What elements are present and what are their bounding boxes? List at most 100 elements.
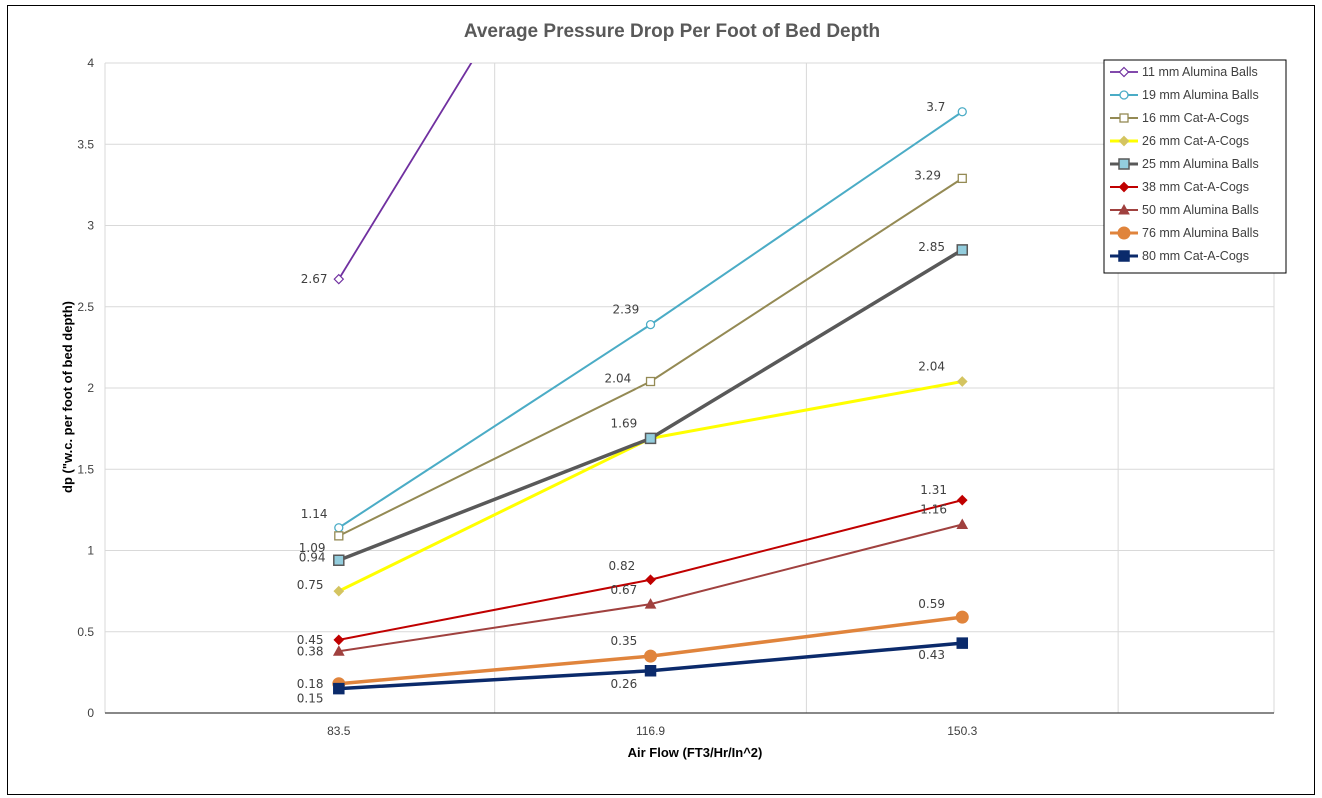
data-point xyxy=(644,649,658,663)
legend-label: 80 mm Cat-A-Cogs xyxy=(1142,249,1249,263)
y-axis-title: dp ("w.c. per foot of bed depth) xyxy=(60,301,75,493)
data-labels: 2.67 1.14 2.39 3.7 1.09 2.04 3.29 0.75 2.04 0.94 1… xyxy=(297,100,947,706)
legend-item: 26 mm Cat-A-Cogs xyxy=(1110,134,1249,148)
data-point xyxy=(955,610,969,624)
data-label: 0.18 xyxy=(297,677,324,691)
legend-swatch-marker xyxy=(1119,90,1129,100)
series-group xyxy=(334,107,967,533)
gridlines xyxy=(104,62,1275,714)
data-label: 2.04 xyxy=(605,372,632,386)
y-tick-label: 1 xyxy=(87,544,94,558)
legend-item: 80 mm Cat-A-Cogs xyxy=(1110,249,1249,263)
tick-labels: 0 0.5 1 1.5 2 2.5 3 3.5 4 83.5 116.9 150.3 xyxy=(77,56,977,738)
data-point xyxy=(333,634,345,646)
series-group xyxy=(332,518,969,656)
data-label: 1.14 xyxy=(301,507,328,521)
data-label: 3.7 xyxy=(926,100,945,114)
x-tick-label: 83.5 xyxy=(327,724,351,738)
legend-item: 38 mm Cat-A-Cogs xyxy=(1110,180,1249,194)
legend-swatch-marker xyxy=(1118,135,1130,147)
legend-item: 25 mm Alumina Balls xyxy=(1110,157,1259,171)
x-tick-label: 150.3 xyxy=(947,724,977,738)
data-label: 0.75 xyxy=(297,578,324,592)
legend: 11 mm Alumina Balls 19 mm Alumina Balls 16… xyxy=(1103,59,1287,274)
data-point xyxy=(957,107,967,117)
x-tick-label: 116.9 xyxy=(636,724,665,738)
data-label: 0.59 xyxy=(918,597,945,611)
legend-item: 50 mm Alumina Balls xyxy=(1110,203,1259,217)
legend-label: 11 mm Alumina Balls xyxy=(1142,65,1258,79)
y-tick-label: 2 xyxy=(87,381,94,395)
data-label: 1.69 xyxy=(611,416,638,430)
legend-label: 26 mm Cat-A-Cogs xyxy=(1142,134,1249,148)
data-label: 1.31 xyxy=(920,483,947,497)
legend-swatch-marker xyxy=(1117,226,1131,240)
series-group xyxy=(333,637,969,695)
y-tick-label: 3 xyxy=(87,219,94,233)
legend-swatch-marker xyxy=(1118,158,1130,170)
x-axis-title: Air Flow (FT3/Hr/In^2) xyxy=(628,745,763,760)
data-point xyxy=(644,665,657,677)
line-chart: Average Pressure Drop Per Foot of Bed De… xyxy=(60,21,1287,760)
data-point xyxy=(645,319,656,330)
data-point xyxy=(644,432,657,445)
data-point xyxy=(956,376,968,387)
data-label: 2.85 xyxy=(918,240,945,254)
legend-swatch-marker xyxy=(1119,113,1129,123)
series-group xyxy=(333,494,968,646)
series-line xyxy=(338,110,963,529)
legend-label: 50 mm Alumina Balls xyxy=(1142,203,1259,217)
legend-label: 38 mm Cat-A-Cogs xyxy=(1142,180,1249,194)
data-label: 2.04 xyxy=(918,360,945,374)
y-tick-label: 3.5 xyxy=(77,137,94,151)
legend-swatch-marker xyxy=(1118,181,1130,193)
data-label: 0.38 xyxy=(297,644,324,658)
data-label: 0.67 xyxy=(611,583,638,597)
data-point xyxy=(334,531,344,541)
legend-label: 25 mm Alumina Balls xyxy=(1142,157,1259,171)
legend-item: 76 mm Alumina Balls xyxy=(1110,226,1259,240)
legend-item: 11 mm Alumina Balls xyxy=(1110,65,1258,79)
data-point xyxy=(956,518,969,529)
series-group xyxy=(333,244,969,566)
series-line xyxy=(338,63,473,280)
series-line xyxy=(338,499,963,641)
data-point xyxy=(644,598,657,609)
legend-swatch-marker xyxy=(1118,250,1130,262)
legend-item: 19 mm Alumina Balls xyxy=(1110,88,1259,102)
data-label: 1.09 xyxy=(299,541,326,555)
data-point xyxy=(333,682,345,695)
chart-frame: Average Pressure Drop Per Foot of Bed De… xyxy=(7,5,1315,795)
legend-swatch-marker xyxy=(1118,66,1130,78)
data-point xyxy=(333,273,345,285)
y-tick-label: 2.5 xyxy=(77,300,94,314)
data-label: 1.16 xyxy=(920,503,947,517)
legend-label: 19 mm Alumina Balls xyxy=(1142,88,1259,102)
data-point xyxy=(645,574,656,586)
data-label: 0.45 xyxy=(297,633,324,647)
legend-label: 16 mm Cat-A-Cogs xyxy=(1142,111,1249,125)
chart-title: Average Pressure Drop Per Foot of Bed De… xyxy=(464,21,880,42)
data-label: 2.39 xyxy=(613,303,640,317)
data-point xyxy=(332,645,345,656)
data-point xyxy=(333,554,345,566)
data-label: 0.35 xyxy=(611,634,638,648)
data-point xyxy=(956,244,969,256)
data-label: 0.26 xyxy=(611,677,638,691)
legend-item: 16 mm Cat-A-Cogs xyxy=(1110,111,1249,125)
y-tick-label: 0 xyxy=(87,706,94,720)
y-tick-label: 4 xyxy=(87,56,94,70)
series-lines xyxy=(332,63,969,695)
series-group xyxy=(333,376,968,597)
data-label: 0.82 xyxy=(609,559,636,573)
y-tick-label: 0.5 xyxy=(77,625,94,639)
series-line xyxy=(338,177,963,537)
data-label: 0.94 xyxy=(299,550,326,564)
data-point xyxy=(334,523,344,533)
data-point xyxy=(956,494,968,506)
series-group xyxy=(333,63,473,285)
data-label: 0.15 xyxy=(297,692,324,706)
series-line xyxy=(338,248,964,562)
data-point xyxy=(956,637,969,649)
data-label: 0.43 xyxy=(918,648,945,662)
